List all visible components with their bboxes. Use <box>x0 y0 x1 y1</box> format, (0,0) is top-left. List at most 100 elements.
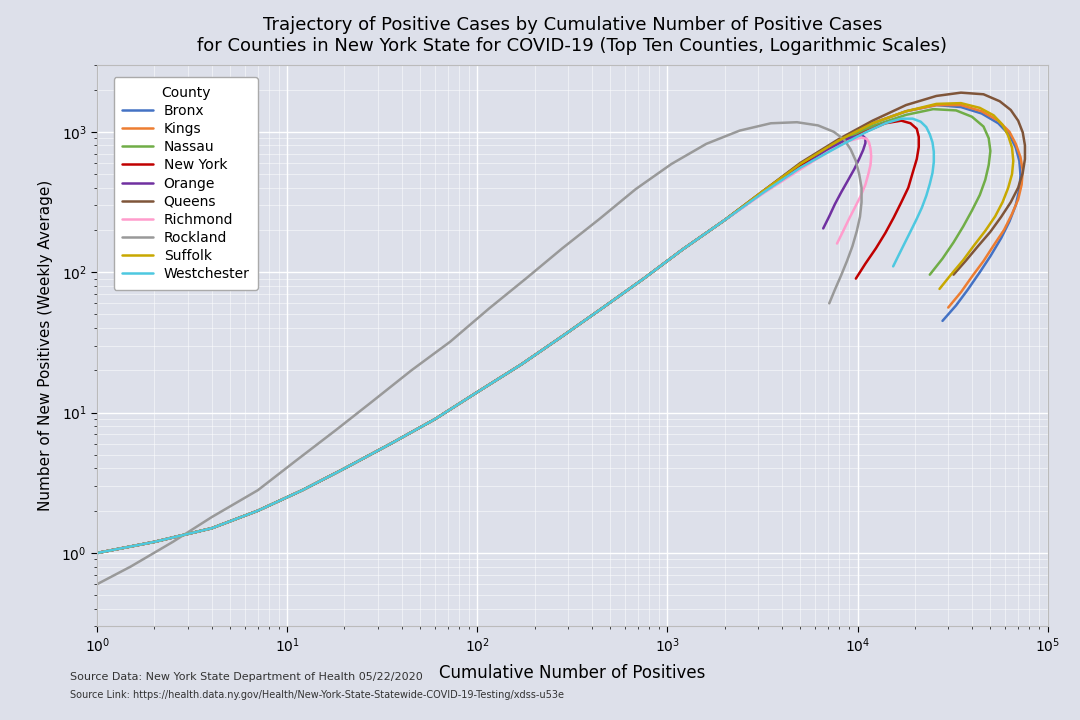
Nassau <box>148 538 161 546</box>
Line: Rockland: Rockland <box>22 122 862 626</box>
Bronx <box>1010 201 1023 210</box>
Westchester <box>879 119 892 127</box>
Rockland <box>827 127 840 136</box>
Bronx <box>949 301 962 310</box>
Queens <box>252 506 265 515</box>
Line: Nassau: Nassau <box>97 109 990 553</box>
Suffolk <box>988 212 1001 220</box>
Nassau <box>471 388 484 397</box>
Richmond <box>849 203 862 212</box>
Kings <box>1003 127 1016 136</box>
New York <box>384 439 397 448</box>
Orange <box>856 146 869 155</box>
Suffolk <box>930 99 943 108</box>
Nassau <box>676 246 689 254</box>
Nassau <box>984 147 997 156</box>
Richmond <box>205 524 218 533</box>
Bronx <box>384 439 397 448</box>
Westchester <box>91 549 104 557</box>
X-axis label: Cumulative Number of Positives: Cumulative Number of Positives <box>440 664 705 682</box>
New York <box>515 360 528 369</box>
Kings <box>148 538 161 546</box>
Nassau <box>900 111 913 120</box>
Kings <box>987 241 1000 250</box>
Westchester <box>757 188 770 197</box>
Queens <box>955 89 968 97</box>
Orange <box>855 130 868 139</box>
Richmond <box>338 464 351 473</box>
Kings <box>1005 210 1018 218</box>
Queens <box>900 101 913 109</box>
Suffolk <box>91 549 104 557</box>
Queens <box>1012 117 1025 125</box>
Suffolk <box>968 241 981 250</box>
Title: Trajectory of Positive Cases by Cumulative Number of Positive Cases
for Counties: Trajectory of Positive Cases by Cumulati… <box>198 16 947 55</box>
Richmond <box>831 239 843 248</box>
Westchester <box>859 128 872 137</box>
Orange <box>823 212 836 220</box>
Queens <box>637 274 650 283</box>
Orange <box>835 188 848 197</box>
Queens <box>471 388 484 397</box>
Text: Source Link: https://health.data.ny.gov/Health/New-York-State-Statewide-COVID-19: Source Link: https://health.data.ny.gov/… <box>70 690 564 701</box>
Westchester <box>515 360 528 369</box>
Kings <box>296 486 309 495</box>
Westchester <box>926 138 939 147</box>
Rockland <box>838 135 851 144</box>
Nassau <box>556 332 569 341</box>
Suffolk <box>866 119 879 127</box>
New York <box>906 168 919 177</box>
Line: Kings: Kings <box>97 105 1023 553</box>
Westchester <box>338 464 351 473</box>
Suffolk <box>757 186 770 195</box>
Rockland <box>124 562 137 571</box>
Queens <box>1004 198 1017 207</box>
Rockland <box>49 605 62 613</box>
Richmond <box>842 137 855 145</box>
Kings <box>429 415 442 423</box>
Orange <box>841 176 854 185</box>
Kings <box>595 305 608 313</box>
Bronx <box>429 415 442 423</box>
Queens <box>676 246 689 254</box>
Rockland <box>855 198 868 207</box>
Nassau <box>977 122 990 131</box>
New York <box>471 388 484 397</box>
Nassau <box>866 122 879 130</box>
Bronx <box>833 136 846 145</box>
Westchester <box>556 332 569 341</box>
Kings <box>515 360 528 369</box>
Line: Suffolk: Suffolk <box>97 103 1013 553</box>
Kings <box>91 549 104 557</box>
Orange <box>148 538 161 546</box>
Queens <box>1016 168 1029 177</box>
New York <box>148 538 161 546</box>
Orange <box>794 164 807 173</box>
Orange <box>859 139 872 148</box>
Rockland <box>733 126 746 135</box>
Kings <box>676 246 689 254</box>
Richmond <box>296 486 309 495</box>
Bronx <box>975 109 988 118</box>
Y-axis label: Number of New Positives (Weekly Average): Number of New Positives (Weekly Average) <box>38 180 53 511</box>
New York <box>859 259 872 268</box>
Suffolk <box>148 538 161 546</box>
Suffolk <box>252 506 265 515</box>
Queens <box>429 415 442 423</box>
Bronx <box>991 119 1004 127</box>
Westchester <box>926 168 939 177</box>
Orange <box>853 155 866 163</box>
Suffolk <box>1005 143 1018 152</box>
Queens <box>718 216 731 225</box>
Westchester <box>895 114 908 123</box>
Orange <box>842 134 855 143</box>
Richmond <box>471 388 484 397</box>
Rockland <box>791 118 804 127</box>
Nassau <box>338 464 351 473</box>
Richmond <box>822 148 835 156</box>
Kings <box>1012 195 1025 204</box>
Rockland <box>166 538 179 546</box>
Nassau <box>515 360 528 369</box>
Nassau <box>205 524 218 533</box>
Queens <box>148 538 161 546</box>
